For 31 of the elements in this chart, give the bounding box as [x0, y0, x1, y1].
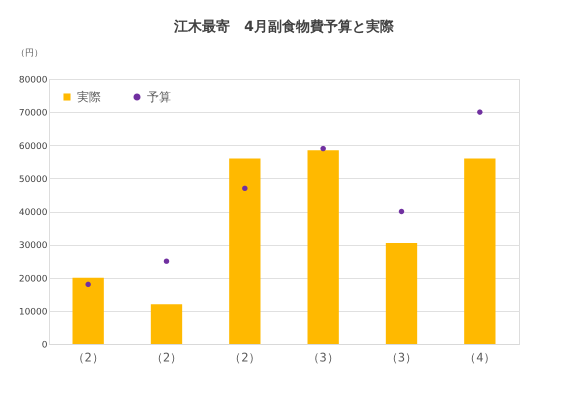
y-tick-label: 80000	[18, 76, 48, 86]
x-tick-label: （3）	[308, 350, 339, 364]
bar	[464, 158, 496, 344]
legend-label: 実際	[77, 90, 101, 104]
y-tick-label: 70000	[18, 108, 48, 119]
y-tick-label: 50000	[18, 174, 48, 185]
bar	[229, 158, 260, 344]
point	[320, 146, 326, 152]
x-tick-label: （2）	[72, 350, 104, 364]
x-tick-label: （2）	[150, 350, 182, 364]
y-axis-title: （円）	[16, 48, 43, 58]
bar	[150, 304, 182, 344]
y-tick-label: 40000	[18, 208, 48, 218]
point	[85, 282, 91, 288]
point	[242, 186, 248, 192]
point	[477, 109, 483, 115]
x-tick-label: （4）	[464, 350, 496, 364]
x-tick-label: （2）	[229, 350, 260, 364]
chart-title: 江木最寄 4月副食物費予算と実際	[173, 18, 395, 35]
y-tick-label: 0	[42, 340, 48, 350]
point	[398, 208, 404, 214]
legend-label: 予算	[147, 90, 171, 104]
bar	[72, 278, 104, 344]
y-tick-label: 20000	[18, 274, 48, 284]
x-tick-label: （3）	[386, 350, 418, 364]
y-tick-label: 30000	[18, 241, 48, 252]
bar	[386, 242, 418, 344]
y-tick-label: 60000	[18, 142, 48, 152]
point	[164, 258, 170, 264]
y-tick-label: 10000	[18, 307, 48, 318]
bar	[308, 150, 339, 344]
